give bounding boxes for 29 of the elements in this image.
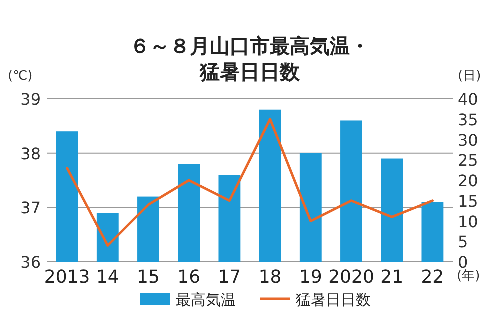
y2-tick-label: 35 xyxy=(458,110,478,130)
x-tick-label: 21 xyxy=(380,267,404,288)
y2-tick-label: 40 xyxy=(458,90,478,109)
y-tick-label: 37 xyxy=(20,198,41,218)
x-tick-label: 19 xyxy=(299,267,322,288)
x-tick-label: 17 xyxy=(218,267,242,288)
x-axis-title: (年) xyxy=(457,269,480,284)
x-tick-label: 15 xyxy=(137,267,160,288)
x-tick-label: 14 xyxy=(96,267,120,288)
y2-tick-label: 5 xyxy=(458,232,468,252)
x-tick-label: 2013 xyxy=(44,267,90,288)
line-series xyxy=(66,118,434,247)
y2-tick-label: 30 xyxy=(458,130,478,150)
y2-axis-title: (日) xyxy=(458,69,482,84)
y-axis-title: (℃) xyxy=(8,69,33,84)
x-tick-label: 22 xyxy=(421,267,444,288)
legend-label: 猛暑日日数 xyxy=(296,291,371,309)
y2-tick-label: 20 xyxy=(458,172,478,190)
y2-tick-label: 10 xyxy=(458,212,478,232)
y2-tick-label: 25 xyxy=(458,151,478,170)
chart-title: ６～８月山口市最高気温・猛暑日日数 xyxy=(129,33,371,85)
x-tick-label: 2020 xyxy=(328,267,374,288)
y2-tick-label: 15 xyxy=(458,192,478,211)
y-tick-label: 39 xyxy=(20,90,41,109)
y-tick-label: 38 xyxy=(20,144,41,164)
x-tick-label: 18 xyxy=(258,267,282,288)
legend-label: 最高気温 xyxy=(176,291,236,309)
x-tick-label: 16 xyxy=(178,267,201,288)
y-tick-label: 36 xyxy=(20,253,41,272)
